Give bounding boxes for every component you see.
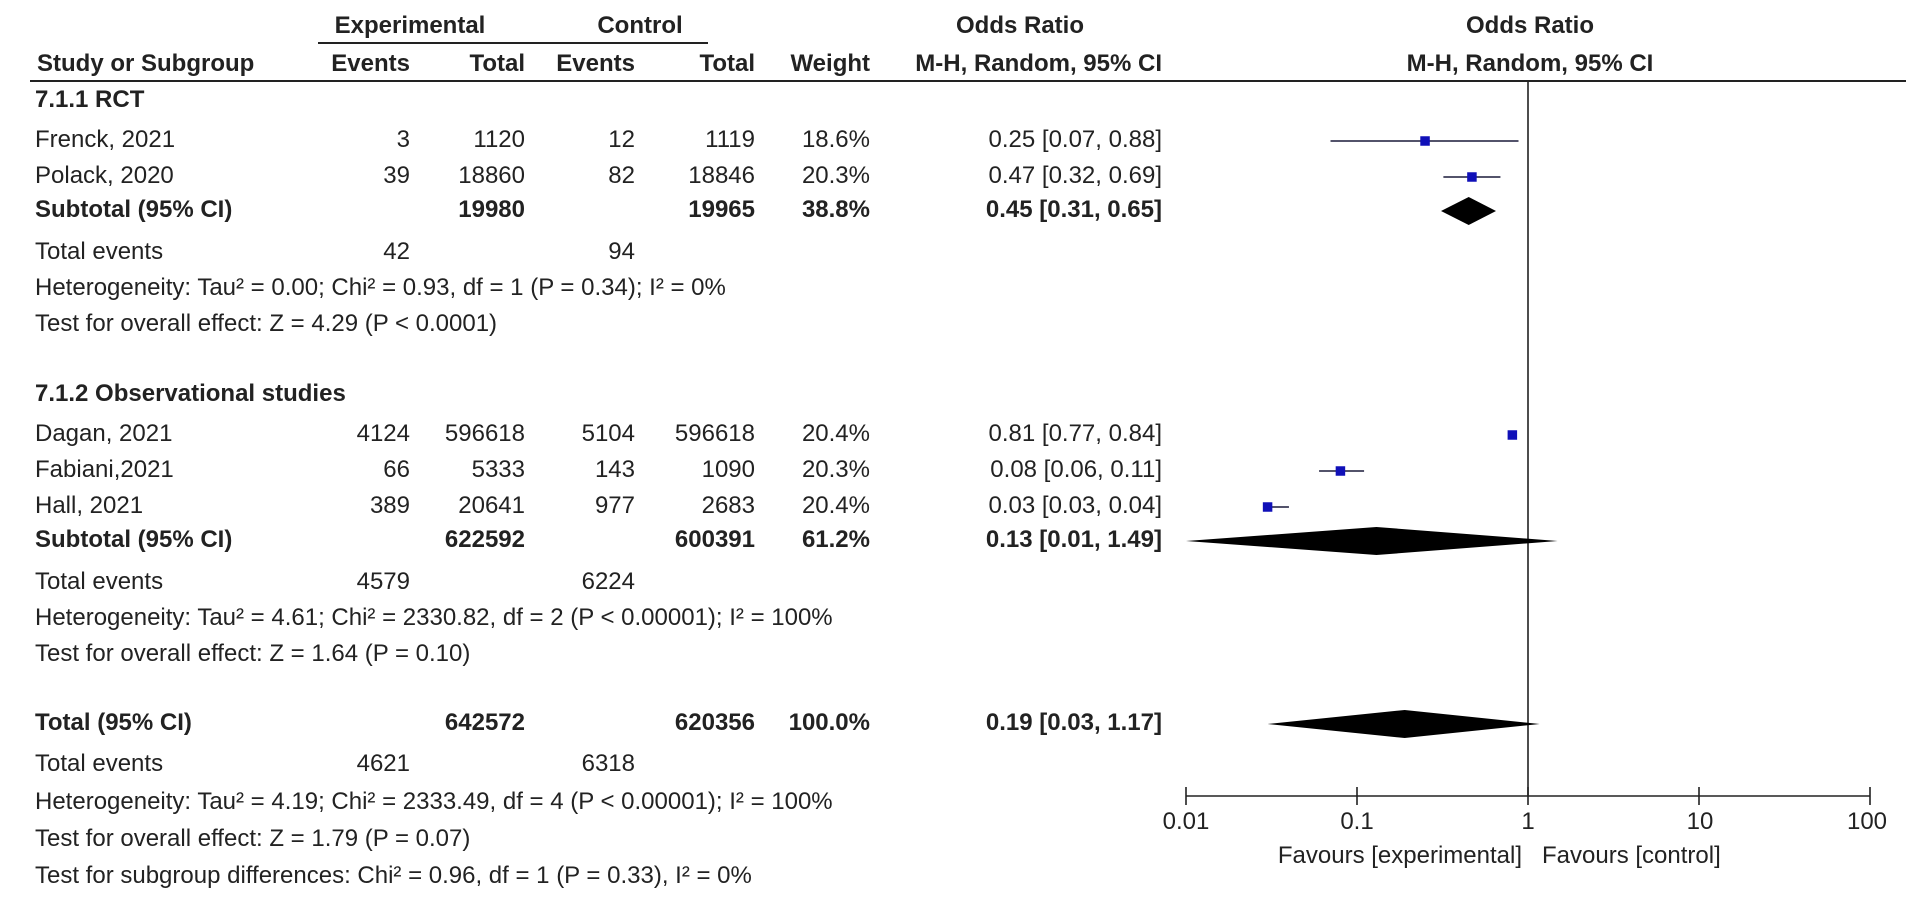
summary-diamond [1267,710,1540,738]
subtotal-total-control: 600391 [674,526,755,553]
total-control: 2683 [701,492,755,519]
total-total-control: 620356 [674,709,755,736]
group-header-underline [318,42,708,44]
study-point-estimate [1335,466,1346,476]
heterogeneity-text: Heterogeneity: Tau² = 4.19; Chi² = 2333.… [35,788,833,815]
events-experimental: 39 [383,162,410,189]
total-events-label: Total events [35,750,164,777]
total-control: 596618 [674,420,755,447]
total-experimental: 18860 [458,162,525,189]
total-events-experimental: 4621 [356,750,410,777]
summary-diamond [1186,527,1558,555]
favours-control-label: Favours [control] [1542,842,1721,869]
events-control: 143 [594,456,635,483]
odds-ratio-ci: 0.47 [0.32, 0.69] [988,162,1162,189]
total-events-experimental: 4579 [356,568,410,595]
total2-column-header: Total [699,50,755,77]
subtotal-weight: 61.2% [801,526,870,553]
control-group-header: Control [597,12,683,39]
subtotal-odds-ratio-ci: 0.13 [0.01, 1.49] [985,526,1162,553]
weight-value: 18.6% [801,126,870,153]
total-control: 1119 [705,126,755,153]
events-experimental: 3 [396,126,410,153]
total-events-label: Total events [35,568,164,595]
axis-tick-label: 0.1 [1340,808,1374,835]
axis-tick-label: 100 [1846,808,1888,835]
heterogeneity-text: Heterogeneity: Tau² = 0.00; Chi² = 0.93,… [35,274,726,301]
events-control: 82 [608,162,635,189]
subtotal-total-experimental: 19980 [458,196,525,223]
plot-odds-ratio-header: Odds Ratio [1465,12,1594,39]
total1-column-header: Total [469,50,525,77]
total-experimental: 20641 [458,492,525,519]
total-events-control: 94 [608,238,635,265]
or-method-header: M-H, Random, 95% CI [915,50,1162,77]
odds-ratio-header: Odds Ratio [955,12,1084,39]
events2-column-header: Events [556,50,635,77]
study-column-header: Study or Subgroup [37,50,255,77]
total-experimental: 596618 [444,420,525,447]
experimental-group-header: Experimental [334,12,486,39]
odds-ratio-ci: 0.03 [0.03, 0.04] [988,492,1162,519]
study-name: Polack, 2020 [35,162,174,189]
odds-ratio-ci: 0.08 [0.06, 0.11] [990,456,1162,483]
study-name: Hall, 2021 [35,492,144,519]
subgroup-differences-text: Test for subgroup differences: Chi² = 0.… [35,862,752,889]
weight-value: 20.3% [801,162,870,189]
events-control: 12 [608,126,635,153]
group-heading-rct: 7.1.1 RCT [35,86,145,113]
axis-tick-label: 1 [1521,808,1535,835]
events-experimental: 66 [383,456,410,483]
events-control: 977 [594,492,635,519]
total-control: 18846 [688,162,755,189]
total-experimental: 5333 [471,456,525,483]
study-point-estimate [1262,502,1273,512]
heterogeneity-text: Heterogeneity: Tau² = 4.61; Chi² = 2330.… [35,604,833,631]
overall-effect-text: Test for overall effect: Z = 1.79 (P = 0… [35,825,471,852]
events-experimental: 4124 [356,420,410,447]
subtotal-label: Subtotal (95% CI) [35,526,233,553]
overall-effect-text: Test for overall effect: Z = 1.64 (P = 0… [35,640,471,667]
total-control: 1090 [701,456,755,483]
subtotal-label: Subtotal (95% CI) [35,196,233,223]
study-name: Frenck, 2021 [35,126,176,153]
plot-method-header: M-H, Random, 95% CI [1406,50,1654,77]
header-rule [30,80,1906,82]
total-weight: 100.0% [788,709,870,736]
total-events-control: 6224 [581,568,635,595]
subtotal-total-control: 19965 [688,196,755,223]
study-point-estimate [1420,136,1430,146]
events-control: 5104 [581,420,635,447]
study-point-estimate [1467,172,1477,182]
weight-column-header: Weight [790,50,870,77]
total-experimental: 1120 [473,126,525,153]
study-name: Fabiani,2021 [35,456,174,483]
weight-value: 20.4% [801,492,870,519]
subtotal-weight: 38.8% [801,196,870,223]
subtotal-odds-ratio-ci: 0.45 [0.31, 0.65] [985,196,1162,223]
total-events-label: Total events [35,238,164,265]
group-heading-observational: 7.1.2 Observational studies [35,380,346,407]
study-name: Dagan, 2021 [35,420,173,447]
total-odds-ratio-ci: 0.19 [0.03, 1.17] [985,709,1162,736]
weight-value: 20.4% [801,420,870,447]
summary-diamond [1441,197,1497,225]
axis-tick-label: 10 [1686,808,1714,835]
events1-column-header: Events [331,50,410,77]
total-label: Total (95% CI) [35,709,192,736]
favours-experimental-label: Favours [experimental] [1277,842,1522,869]
odds-ratio-ci: 0.81 [0.77, 0.84] [988,420,1162,447]
events-experimental: 389 [369,492,410,519]
overall-effect-text: Test for overall effect: Z = 4.29 (P < 0… [35,310,498,337]
subtotal-total-experimental: 622592 [444,526,525,553]
axis-tick-label: 0.01 [1162,808,1210,835]
odds-ratio-ci: 0.25 [0.07, 0.88] [988,126,1162,153]
total-events-control: 6318 [581,750,635,777]
total-total-experimental: 642572 [444,709,525,736]
total-events-experimental: 42 [383,238,410,265]
study-point-estimate [1507,430,1518,440]
weight-value: 20.3% [801,456,870,483]
